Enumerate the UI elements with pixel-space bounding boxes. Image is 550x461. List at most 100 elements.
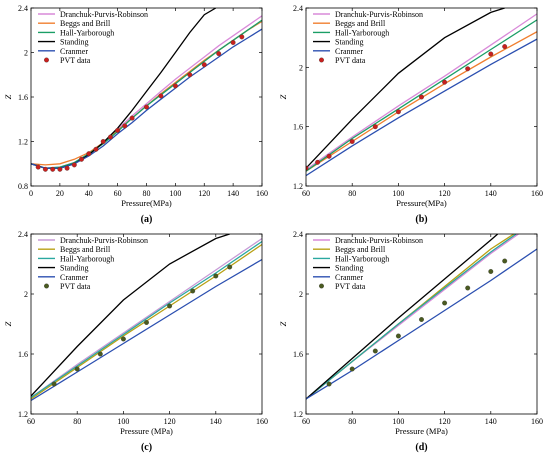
data-point <box>35 164 41 170</box>
x-tick-label: 80 <box>348 189 356 198</box>
data-point <box>42 166 48 172</box>
series-line-5 <box>31 258 262 402</box>
y-tick-label: 2 <box>299 63 303 72</box>
data-point <box>158 93 164 99</box>
y-tick-label: 1.6 <box>18 350 28 359</box>
plot-area <box>31 8 262 172</box>
x-tick-label: 60 <box>114 189 122 198</box>
legend-label-1: Dranchuk-Purvis-Robinson <box>60 10 148 19</box>
legend-label-5: Cranmer <box>335 47 363 56</box>
panel-2: 60 80 100 120 140 160 1.2 1.6 2 2.4 Pressure(MPa) Z… <box>278 4 543 225</box>
plot-frame <box>305 7 538 187</box>
panel-label: (d) <box>415 442 427 453</box>
panel-label: (c) <box>141 442 152 453</box>
data-point <box>326 381 332 387</box>
y-tick-label: 1.6 <box>293 123 303 132</box>
x-tick-label: 100 <box>117 417 129 426</box>
legend-label-4: Standing <box>335 264 363 273</box>
data-point <box>107 134 113 140</box>
data-point <box>120 336 126 342</box>
x-tick-label: 120 <box>439 417 451 426</box>
data-point <box>502 258 508 264</box>
data-point <box>349 139 355 144</box>
y-tick-label: 2 <box>299 290 303 299</box>
data-point <box>115 127 121 133</box>
data-point <box>93 146 99 152</box>
data-point <box>64 165 70 171</box>
data-point <box>488 269 494 274</box>
panel-4: 60 80 100 120 140 160 1.2 1.6 2 2.4 Pressure (MPa)… <box>278 230 543 453</box>
data-point <box>97 351 103 357</box>
panel-label: (b) <box>415 214 427 225</box>
plot-frame <box>30 233 263 415</box>
x-tick-label: 140 <box>227 189 239 198</box>
data-point <box>71 162 77 168</box>
x-tick-label: 140 <box>485 417 497 426</box>
legend-label-2: Beggs and Brill <box>335 19 386 28</box>
legend-label-3: Hall-Yarborough <box>60 254 114 263</box>
data-point <box>419 94 424 100</box>
y-tick-label: 1.2 <box>18 138 28 147</box>
data-point <box>144 320 149 325</box>
data-point <box>372 348 378 354</box>
data-point <box>502 44 508 50</box>
series-line-5 <box>306 248 537 400</box>
data-point <box>315 159 321 165</box>
y-tick-label: 2 <box>24 49 28 58</box>
y-tick-label: 2.4 <box>18 230 28 239</box>
legend-label-3: Hall-Yarborough <box>60 28 114 37</box>
y-axis-label: Z <box>3 321 13 326</box>
data-point <box>50 166 56 172</box>
x-tick-label: 160 <box>256 189 268 198</box>
data-point <box>79 156 84 162</box>
x-tick-label: 120 <box>198 189 210 198</box>
y-axis-label: Z <box>3 94 13 99</box>
x-tick-label: 140 <box>485 189 497 198</box>
data-point <box>51 381 57 387</box>
x-tick-label: 20 <box>56 189 64 198</box>
legend-label-2: Beggs and Brill <box>60 245 111 254</box>
legend-label-points: PVT data <box>60 56 91 65</box>
legend-label-1: Dranchuk-Purvis-Robinson <box>60 236 148 245</box>
y-tick-label: 2 <box>24 290 28 299</box>
x-tick-label: 60 <box>27 417 35 426</box>
series-line-4 <box>306 8 505 169</box>
data-point <box>227 264 233 270</box>
y-tick-label: 1.2 <box>293 182 303 191</box>
x-tick-label: 40 <box>85 189 93 198</box>
series-line-5 <box>306 38 537 177</box>
data-point <box>57 166 63 172</box>
x-tick-label: 60 <box>302 189 310 198</box>
x-tick-label: 160 <box>531 189 543 198</box>
x-tick-label: 160 <box>531 417 543 426</box>
data-point <box>326 153 332 159</box>
x-tick-label: 0 <box>29 189 33 198</box>
legend-point-swatch <box>319 57 324 63</box>
y-axis-label: Z <box>278 321 288 326</box>
x-tick-label: 100 <box>169 189 181 198</box>
data-point <box>442 300 448 306</box>
plot-area <box>306 234 537 400</box>
legend-label-2: Beggs and Brill <box>60 19 111 28</box>
legend-label-5: Cranmer <box>60 273 88 282</box>
legend-label-4: Standing <box>60 264 88 273</box>
y-tick-label: 1.2 <box>18 410 28 419</box>
plot-area <box>306 8 537 177</box>
data-point <box>488 51 494 57</box>
legend-label-1: Dranchuk-Purvis-Robinson <box>335 10 423 19</box>
series-line-1 <box>306 13 537 171</box>
data-point <box>395 109 401 115</box>
series-line-4 <box>31 234 230 397</box>
data-point <box>230 40 236 45</box>
y-tick-label: 2.4 <box>18 4 28 13</box>
data-point <box>239 34 245 40</box>
x-tick-label: 120 <box>439 189 451 198</box>
y-axis-label: Z <box>278 94 288 99</box>
legend-label-4: Standing <box>60 38 88 47</box>
data-point <box>74 366 80 372</box>
data-point <box>86 151 92 157</box>
legend-label-3: Hall-Yarborough <box>335 254 389 263</box>
x-tick-label: 120 <box>164 417 176 426</box>
legend-label-3: Hall-Yarborough <box>335 28 389 37</box>
